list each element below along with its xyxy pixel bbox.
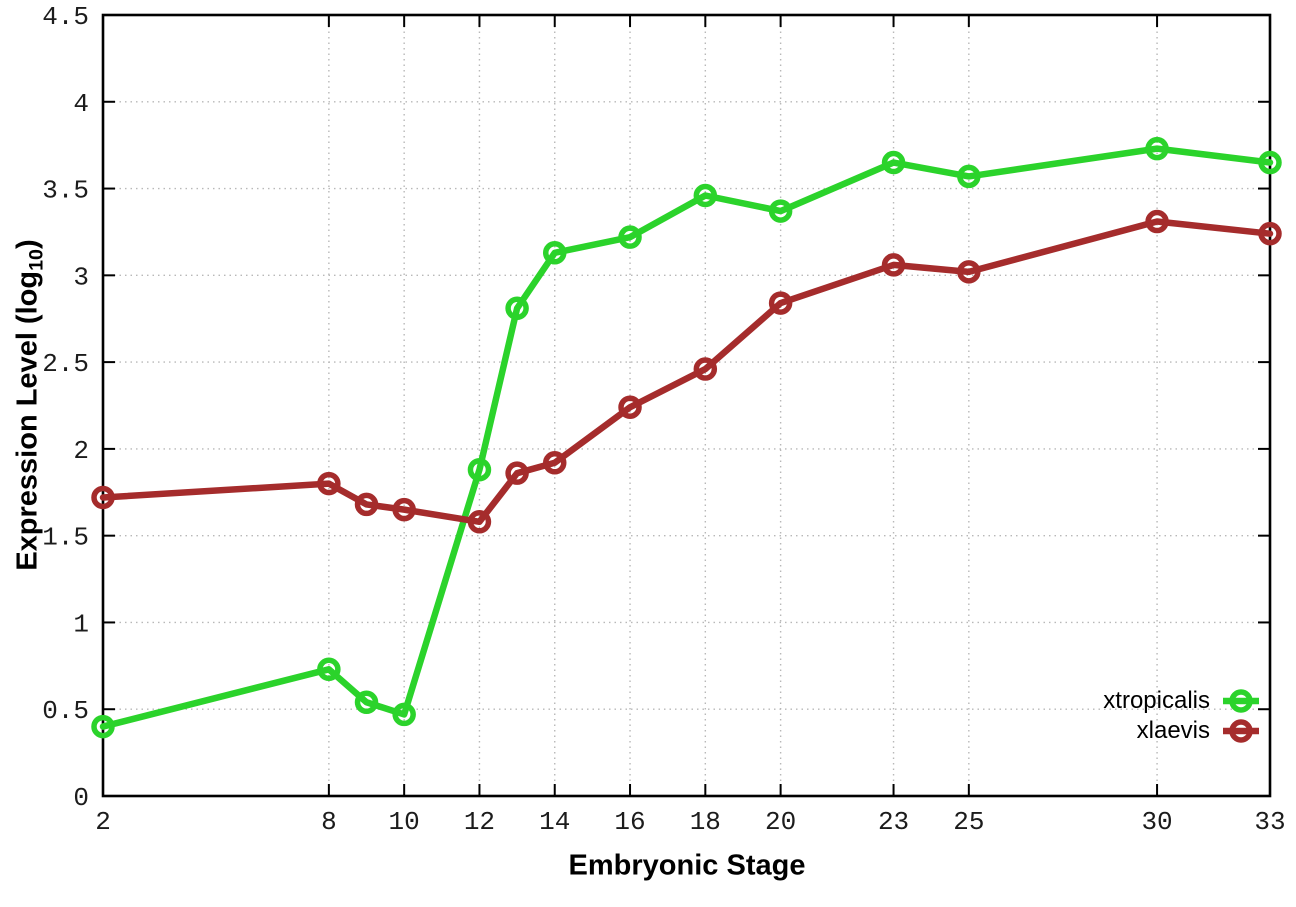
data-point-xtropicalis <box>467 457 492 482</box>
data-point-xlaevis <box>542 451 567 475</box>
x-tick-label: 25 <box>953 807 984 837</box>
legend: xtropicalis xlaevis <box>1103 686 1260 746</box>
data-point-xlaevis <box>881 253 906 277</box>
plot-border <box>101 13 1272 798</box>
data-point-xtropicalis <box>618 225 642 249</box>
legend-marker-icon <box>1223 689 1259 713</box>
x-tick-label: 33 <box>1254 807 1285 837</box>
data-point-xlaevis <box>91 485 115 510</box>
legend-label-xtropicalis: xtropicalis <box>1103 687 1210 714</box>
y-tick-label: 1 <box>73 609 89 639</box>
x-tick-label: 23 <box>878 807 909 837</box>
y-axis-title-text: Expression Level (log <box>11 270 44 571</box>
data-point-xlaevis <box>693 357 718 381</box>
series-line-xlaevis <box>99 218 1274 526</box>
data-point-xlaevis <box>505 461 529 485</box>
data-point-xlaevis <box>957 260 981 284</box>
x-tick-label: 30 <box>1141 807 1172 837</box>
data-point-xlaevis <box>392 497 416 522</box>
x-tick-label: 16 <box>614 807 645 837</box>
data-point-xtropicalis <box>505 296 529 321</box>
data-point-xtropicalis <box>317 657 341 682</box>
legend-point-sample <box>1229 689 1253 713</box>
data-point-xtropicalis <box>91 714 115 739</box>
x-tick-label: 14 <box>539 807 570 837</box>
y-tick-label: 0.5 <box>42 696 89 726</box>
y-axis-title: Expression Level (log10) <box>12 239 49 570</box>
data-point-xtropicalis <box>881 150 906 175</box>
y-tick-label: 3.5 <box>42 176 89 206</box>
data-point-xlaevis <box>354 492 379 517</box>
legend-item-xtropicalis: xtropicalis <box>1103 686 1260 716</box>
x-tick-label: 2 <box>95 807 111 837</box>
data-point-xlaevis <box>1145 209 1169 234</box>
data-point-xlaevis <box>768 291 793 315</box>
legend-item-xlaevis: xlaevis <box>1103 716 1260 746</box>
x-axis-title: Embryonic Stage <box>568 849 806 882</box>
data-point-xlaevis <box>1258 221 1282 246</box>
data-point-xtropicalis <box>1258 150 1282 175</box>
x-tick-label: 18 <box>690 807 721 837</box>
data-point-xtropicalis <box>354 690 379 715</box>
y-tick-label: 2.5 <box>42 349 89 379</box>
data-point-xtropicalis <box>957 164 981 189</box>
data-point-xtropicalis <box>1145 136 1169 161</box>
y-tick-label: 1.5 <box>42 523 89 553</box>
y-tick-label: 0 <box>73 783 89 813</box>
x-tick-label: 20 <box>765 807 796 837</box>
y-axis-title-subscript: 10 <box>25 248 48 271</box>
legend-label-xlaevis: xlaevis <box>1136 717 1210 744</box>
data-point-xlaevis <box>618 395 642 419</box>
x-tick-label: 8 <box>321 807 337 837</box>
data-point-xlaevis <box>467 510 492 534</box>
legend-marker-icon <box>1223 719 1259 743</box>
y-tick-label: 2 <box>73 436 89 466</box>
data-point-xtropicalis <box>542 241 567 265</box>
x-tick-label: 12 <box>464 807 495 837</box>
x-tick-label: 10 <box>389 807 420 837</box>
y-tick-label: 4 <box>73 89 89 119</box>
data-point-xtropicalis <box>392 702 416 727</box>
data-point-xlaevis <box>317 471 341 496</box>
y-axis-title-close: ) <box>11 239 44 249</box>
y-tick-label: 3 <box>73 262 89 292</box>
data-point-xtropicalis <box>768 199 793 223</box>
y-tick-label: 4.5 <box>42 2 89 32</box>
legend-point-sample <box>1229 719 1253 743</box>
data-point-xtropicalis <box>693 183 718 208</box>
